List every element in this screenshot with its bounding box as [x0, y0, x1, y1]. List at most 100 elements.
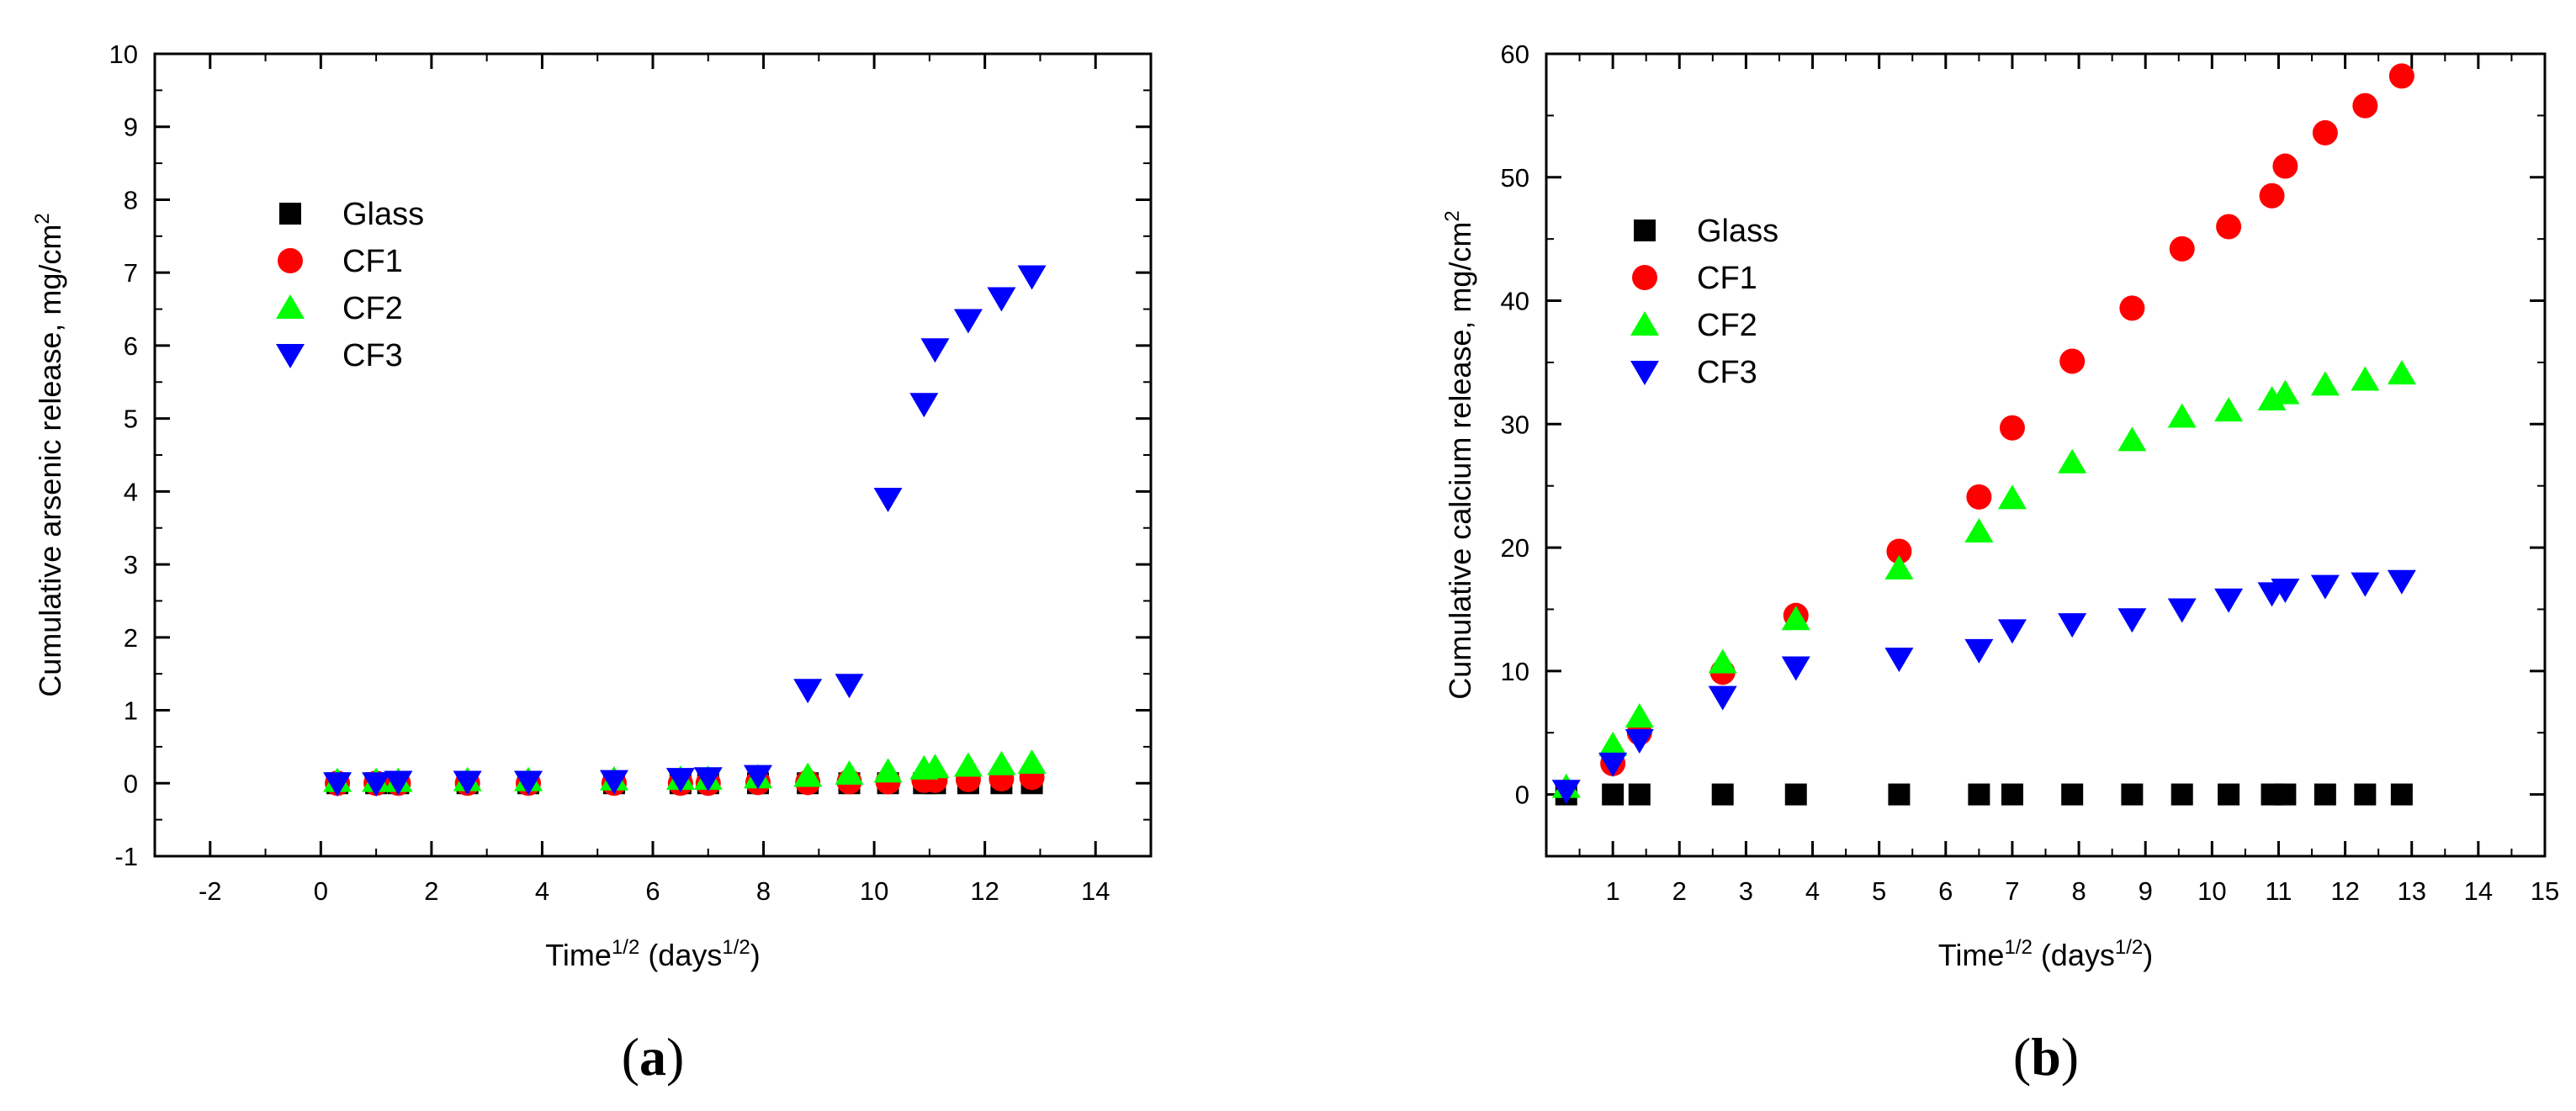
- y-tick-label: 60: [1501, 40, 1529, 69]
- x-tick-label: 14: [1081, 876, 1110, 906]
- data-point-cf2: [2351, 366, 2380, 391]
- y-tick-label: 20: [1501, 533, 1529, 563]
- data-point-cf3: [2058, 613, 2087, 638]
- data-point-cf2: [1708, 648, 1737, 674]
- data-point-cf3: [362, 772, 391, 797]
- legend-label-cf2: CF2: [342, 291, 403, 326]
- data-point-cf3: [323, 772, 352, 797]
- y-tick-label: 8: [124, 185, 138, 214]
- data-point-cf3: [873, 488, 903, 513]
- data-point-cf3: [599, 770, 628, 795]
- data-point-cf3: [514, 770, 543, 796]
- data-point-cf1: [2169, 235, 2195, 262]
- legend: Glass CF1 CF2 CF3: [1630, 214, 1778, 390]
- x-tick-label: -2: [199, 876, 222, 906]
- data-point-glass: [1628, 783, 1651, 806]
- x-tick-label: 12: [2330, 876, 2359, 906]
- data-point-glass: [2218, 783, 2240, 806]
- data-point-cf1: [2059, 348, 2086, 374]
- y-tick-label: 40: [1501, 287, 1529, 316]
- legend-marker-cf3: [1630, 361, 1659, 385]
- data-point-glass: [2314, 783, 2336, 806]
- data-point-cf2: [2257, 385, 2287, 410]
- data-point-cf1: [2388, 63, 2414, 89]
- panel-b-chart: 1 2 3 4 5 6 7 8 9 10 11 12 13 14 150102030405060Time1/…: [1441, 40, 2559, 1087]
- data-point-cf3: [1997, 619, 2027, 644]
- x-tick-label: 0: [314, 876, 328, 906]
- data-point-cf1: [2272, 153, 2298, 179]
- legend-label-cf3: CF3: [1697, 355, 1757, 390]
- data-point-cf3: [1551, 780, 1581, 805]
- data-point-cf3: [2387, 569, 2416, 595]
- x-tick-label: 15: [2531, 876, 2559, 906]
- data-point-glass: [1602, 783, 1625, 806]
- data-point-cf3: [1625, 729, 1654, 754]
- data-point-cf2: [920, 754, 950, 779]
- x-tick-label: 1: [1606, 876, 1620, 906]
- data-point-cf2: [987, 750, 1016, 775]
- legend-label-glass: Glass: [1697, 214, 1778, 249]
- data-point-glass: [1784, 783, 1807, 806]
- data-point-cf3: [743, 764, 772, 790]
- legend-marker-cf2: [1630, 311, 1659, 336]
- data-point-cf2: [2118, 426, 2147, 452]
- x-axis-title: Time1/2 (days1/2): [545, 936, 760, 972]
- data-point-cf3: [2310, 574, 2340, 600]
- data-point-cf2: [2271, 379, 2300, 405]
- data-point-glass: [2121, 783, 2144, 806]
- y-tick-label: 6: [124, 331, 138, 361]
- legend-marker-cf1: [1632, 265, 1657, 290]
- y-tick-label: 4: [124, 477, 138, 506]
- legend-marker-cf2: [276, 294, 305, 319]
- data-point-cf3: [453, 770, 482, 796]
- data-point-cf1: [2352, 93, 2378, 119]
- x-tick-label: 9: [2139, 876, 2153, 906]
- y-tick-label: 3: [124, 550, 138, 579]
- legend-marker-cf3: [276, 344, 305, 368]
- plot-frame: [153, 52, 1153, 858]
- legend-marker-glass: [1634, 220, 1656, 241]
- x-tick-label: 4: [535, 876, 549, 906]
- data-point-cf3: [1017, 265, 1047, 290]
- legend: Glass CF1 CF2 CF3: [276, 197, 424, 373]
- y-axis-title: Cumulative arsenic release, mg/cm2: [31, 213, 67, 697]
- x-tick-label: 10: [2197, 876, 2226, 906]
- panel-label: (b): [2013, 1027, 2079, 1087]
- y-tick-label: 10: [109, 40, 138, 69]
- data-point-cf3: [665, 768, 695, 793]
- y-tick-label: 2: [124, 623, 138, 653]
- data-point-cf3: [2351, 572, 2380, 597]
- data-point-cf3: [1708, 685, 1737, 711]
- data-point-cf1: [1999, 415, 2025, 441]
- y-tick-label: 30: [1501, 410, 1529, 439]
- data-point-glass: [2274, 783, 2297, 806]
- data-point-cf3: [384, 770, 413, 796]
- data-point-cf3: [2214, 588, 2244, 613]
- x-tick-label: 2: [424, 876, 438, 906]
- x-tick-label: 8: [2071, 876, 2086, 906]
- x-tick-label: 2: [1672, 876, 1687, 906]
- data-point-cf1: [1886, 538, 1912, 564]
- data-point-glass: [1968, 783, 1990, 806]
- legend-marker-cf1: [278, 248, 303, 273]
- y-tick-label: 7: [124, 258, 138, 288]
- data-point-cf3: [793, 679, 823, 704]
- data-point-cf2: [835, 759, 864, 785]
- y-axis-title: Cumulative calcium release, mg/cm2: [1441, 210, 1477, 700]
- legend-label-cf3: CF3: [342, 338, 403, 373]
- data-point-cf1: [2119, 295, 2145, 321]
- data-point-cf2: [2310, 371, 2340, 396]
- x-tick-label: 7: [2005, 876, 2019, 906]
- y-tick-label: 9: [124, 113, 138, 142]
- x-tick-label: 10: [860, 876, 888, 906]
- y-tick-label: -1: [114, 842, 138, 871]
- data-point-cf3: [920, 338, 950, 363]
- legend-label-glass: Glass: [342, 197, 424, 232]
- data-point-cf2: [953, 752, 983, 777]
- data-point-cf2: [1997, 484, 2027, 510]
- x-axis-title: Time1/2 (days1/2): [1938, 936, 2153, 972]
- data-point-cf2: [793, 762, 823, 787]
- data-point-cf3: [2271, 578, 2300, 603]
- data-point-cf3: [1598, 752, 1628, 777]
- data-point-cf1: [2312, 119, 2338, 145]
